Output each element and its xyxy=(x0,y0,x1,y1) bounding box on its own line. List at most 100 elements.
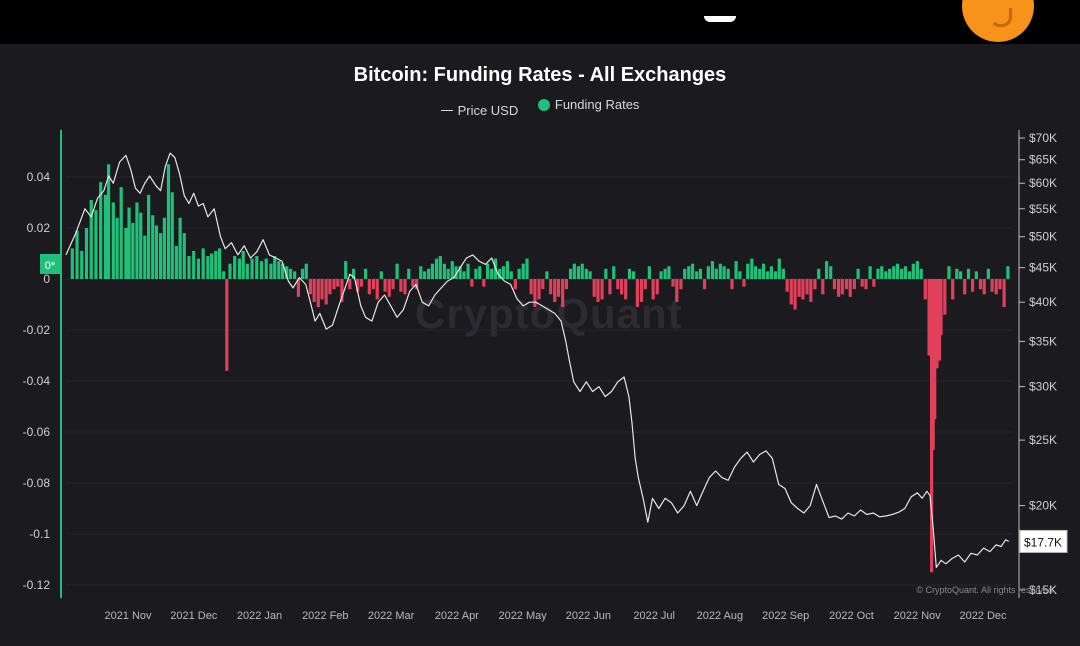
funding-bar xyxy=(509,271,513,279)
funding-bar xyxy=(99,182,103,279)
funding-bar xyxy=(553,279,557,302)
funding-bar xyxy=(730,279,734,290)
funding-bar xyxy=(446,268,450,279)
right-tick-label: $15K xyxy=(1029,583,1057,597)
funding-bar xyxy=(293,271,297,279)
funding-bar xyxy=(632,271,636,279)
funding-bar xyxy=(505,261,510,279)
funding-bar xyxy=(793,279,797,310)
funding-bar xyxy=(702,279,707,290)
legend-item-price[interactable]: Price USD xyxy=(440,103,518,118)
left-tick-label: 0 xyxy=(43,272,50,286)
funding-bar xyxy=(139,212,143,279)
zero-marker-box xyxy=(40,254,60,274)
funding-bar xyxy=(517,268,521,279)
funding-bar xyxy=(860,279,864,287)
funding-bar xyxy=(966,268,971,279)
funding-bar xyxy=(336,279,340,287)
funding-bar xyxy=(1006,266,1010,279)
x-tick-label: 2022 Jun xyxy=(566,610,611,622)
funding-bar xyxy=(115,217,119,279)
funding-bar xyxy=(533,279,537,308)
funding-bar xyxy=(403,279,407,295)
funding-bar xyxy=(813,279,817,290)
funding-bar xyxy=(596,279,600,302)
funding-bar xyxy=(679,279,683,290)
funding-bar xyxy=(698,268,703,279)
funding-bar xyxy=(166,164,171,279)
x-tick-label: 2022 Feb xyxy=(302,610,348,622)
funding-bar xyxy=(761,263,766,279)
funding-bar xyxy=(328,279,332,295)
funding-bar xyxy=(671,279,675,287)
funding-bar xyxy=(824,261,829,279)
funding-bar xyxy=(537,279,541,300)
x-tick-label: 2021 Nov xyxy=(104,610,152,622)
funding-bar xyxy=(943,279,947,315)
funding-bar xyxy=(580,263,584,279)
funding-bar xyxy=(970,279,975,292)
x-tick-label: 2022 Apr xyxy=(435,610,479,622)
right-tick-label: $30K xyxy=(1029,380,1057,394)
funding-bar xyxy=(549,279,553,295)
funding-bar xyxy=(206,256,210,279)
funding-bar xyxy=(442,263,446,279)
funding-bar xyxy=(391,279,395,290)
grid-lines xyxy=(66,176,1012,586)
funding-bar xyxy=(277,261,281,279)
x-tick-label: 2021 Dec xyxy=(170,610,218,622)
funding-bar xyxy=(513,279,517,290)
funding-bar xyxy=(584,268,588,279)
funding-bar xyxy=(990,279,994,292)
funding-bar xyxy=(738,271,742,279)
funding-bar xyxy=(690,263,695,279)
funding-bar xyxy=(797,279,801,297)
funding-bar xyxy=(281,263,285,279)
funding-bar xyxy=(124,228,128,279)
funding-bar xyxy=(643,279,647,290)
funding-bar xyxy=(789,279,793,305)
funding-bar xyxy=(387,279,391,297)
funding-bar xyxy=(572,263,576,279)
funding-bar xyxy=(903,266,908,279)
funding-bar xyxy=(367,279,371,295)
funding-bar xyxy=(131,222,135,279)
funding-bar xyxy=(785,279,789,292)
funding-bar xyxy=(462,271,466,279)
funding-bar xyxy=(458,266,462,279)
funding-bar xyxy=(564,279,569,290)
legend-item-funding[interactable]: Funding Rates xyxy=(537,97,639,112)
funding-bar xyxy=(561,279,565,308)
x-axis-ticks: 2021 Nov 2021 Dec 2022 Jan 2022 Feb 2022 Mar… xyxy=(104,610,1007,622)
funding-bar xyxy=(556,279,561,297)
funding-bar xyxy=(895,263,900,279)
x-tick-label: 2022 Oct xyxy=(829,610,874,622)
funding-bar xyxy=(383,279,387,292)
funding-bar xyxy=(750,258,754,279)
funding-bar xyxy=(911,263,915,279)
funding-bar xyxy=(497,268,502,279)
funding-bar xyxy=(604,268,608,279)
funding-bar xyxy=(600,279,604,300)
left-tick-label: -0.08 xyxy=(23,476,51,490)
right-tick-label: $35K xyxy=(1029,334,1057,348)
funding-bar xyxy=(119,187,123,279)
left-tick-label: -0.12 xyxy=(23,578,51,592)
funding-bar xyxy=(939,279,943,336)
funding-bar xyxy=(225,279,229,371)
funding-bar xyxy=(840,279,844,295)
right-tick-label: $55K xyxy=(1029,202,1057,216)
funding-bar xyxy=(754,266,758,279)
funding-bar xyxy=(174,245,178,279)
funding-bar xyxy=(348,279,352,290)
funding-bar xyxy=(135,202,139,279)
funding-bar xyxy=(178,217,182,279)
funding-bar xyxy=(568,268,573,279)
funding-bar xyxy=(210,253,214,279)
funding-bar xyxy=(182,233,186,279)
funding-bar xyxy=(872,279,876,287)
funding-bar xyxy=(273,256,277,279)
funding-bar xyxy=(486,263,490,279)
funding-bar xyxy=(255,256,259,279)
funding-bar xyxy=(805,279,809,295)
